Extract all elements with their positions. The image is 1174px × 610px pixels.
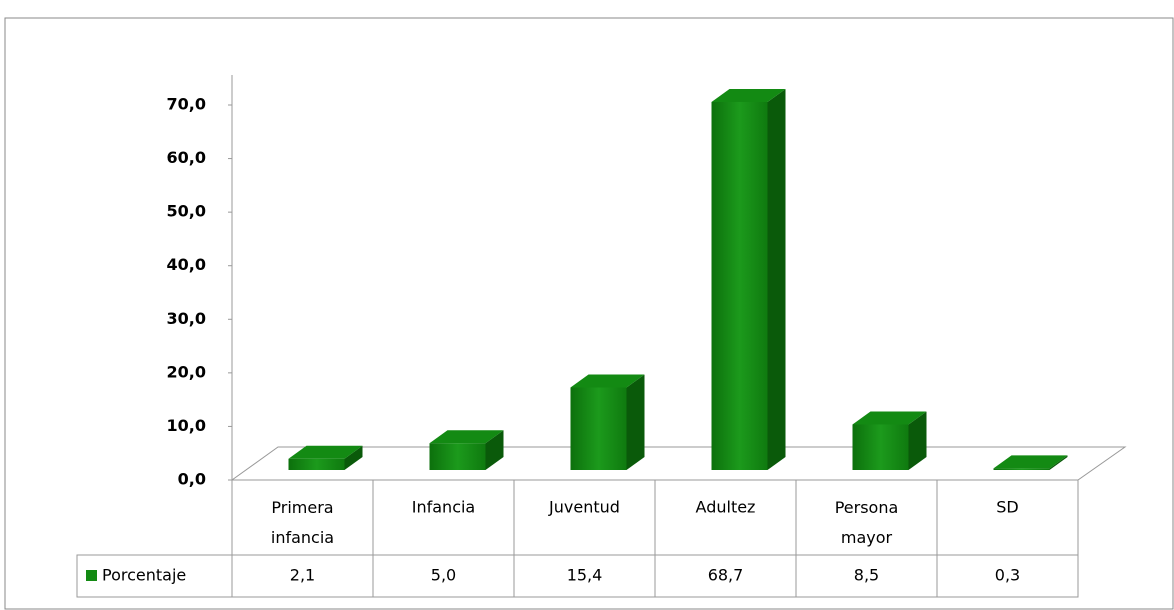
bar [570,387,627,470]
x-tick-label: Adultez [696,498,756,517]
y-tick-label: 70,0 [167,95,206,114]
bar-side [767,88,786,470]
bar-side [626,374,645,470]
x-tick-label: SD [996,498,1018,517]
bar [429,443,486,470]
bar-side [908,411,927,470]
x-tick-label: Primera infancia [271,498,334,547]
legend-swatch [86,570,97,581]
y-tick-label: 20,0 [167,362,206,381]
value-label: 2,1 [290,566,315,585]
bar-top [288,445,363,459]
floor [230,446,1127,481]
bar-top [429,430,504,444]
value-label: 0,3 [995,566,1020,585]
y-tick-label: 50,0 [167,202,206,221]
y-tick-label: 0,0 [178,470,206,489]
value-label: 5,0 [431,566,456,585]
y-tick-label: 10,0 [167,416,206,435]
bar-top [570,374,645,388]
x-tick-label: Persona mayor [835,498,899,547]
bar [993,468,1050,470]
x-tick-label: Infancia [412,498,475,517]
bar-side [485,430,504,470]
legend-label: Porcentaje [102,566,186,585]
value-label: 68,7 [708,566,744,585]
bar-top [711,88,786,102]
x-tick-label: Juventud [548,498,620,517]
bar-top [993,455,1068,469]
bar-top [852,411,927,425]
y-tick-label: 40,0 [167,255,206,274]
value-label: 8,5 [854,566,879,585]
bar-side [344,445,363,470]
bar [711,101,768,470]
bar [288,458,345,470]
y-tick-label: 30,0 [167,309,206,328]
bar-side [1049,455,1068,470]
chart-border [4,17,1174,610]
y-tick-label: 60,0 [167,148,206,167]
table-cell [936,554,1079,598]
bar [852,424,909,470]
value-label: 15,4 [567,566,603,585]
